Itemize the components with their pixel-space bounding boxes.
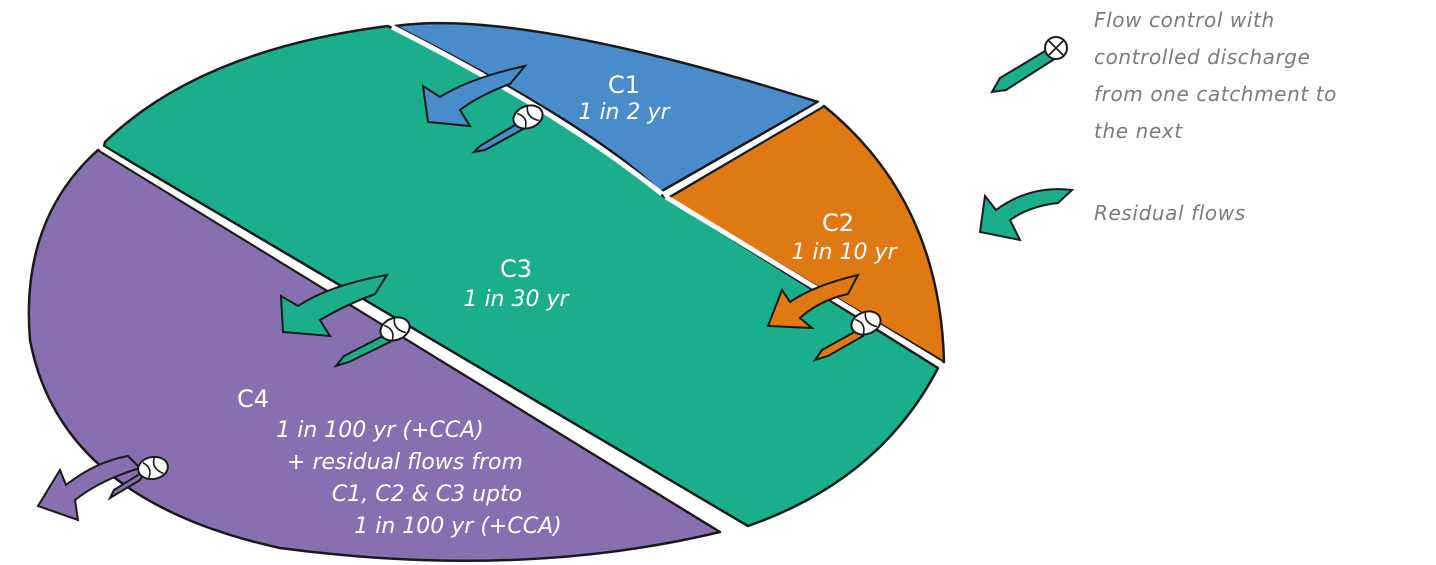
divider-c2-c3: [664, 194, 943, 367]
legend-residual-text: Residual flows: [1094, 195, 1434, 232]
residual-arrow-c1: [421, 64, 528, 128]
catchment-c2-label: C2: [822, 209, 854, 237]
legend-flow-control-line-3: from one catchment to: [1094, 82, 1338, 106]
residual-arrow-c4: [36, 454, 142, 522]
catchment-c3-label: C3: [500, 255, 532, 283]
residual-arrow-c2: [766, 273, 860, 330]
catchment-c2-region: [666, 104, 946, 364]
residual-flow-arrow-icon: [978, 188, 1075, 242]
catchment-c4-label: C4: [237, 385, 269, 413]
catchment-c3-return-period: 1 in 30 yr: [463, 287, 570, 312]
catchment-c4-residual-line-1: + residual flows from: [287, 450, 523, 475]
divider-c3-c4: [99, 145, 726, 533]
divider-c1-c3: [390, 24, 664, 196]
catchment-c4-residual-line-2: C1, C2 & C3 upto: [332, 482, 522, 507]
catchment-c1-region: [393, 21, 820, 194]
catchment-c4-return-period: 1 in 100 yr (+CCA): [276, 418, 483, 443]
legend-flow-control-line-2: controlled discharge: [1094, 45, 1311, 69]
catchment-c1-return-period: 1 in 2 yr: [578, 100, 671, 125]
catchment-c2-return-period: 1 in 10 yr: [791, 240, 898, 265]
catchment-c4-residual-line-3: 1 in 100 yr (+CCA): [354, 514, 561, 539]
divider-c1-c2: [662, 101, 823, 199]
catchment-c4-region: [27, 148, 722, 563]
legend-residual-line-1: Residual flows: [1094, 201, 1246, 225]
catchment-c1-label: C1: [608, 71, 640, 99]
legend-flow-control-text: Flow control with controlled discharge f…: [1094, 2, 1434, 150]
flow-control-icon: [990, 36, 1068, 94]
legend-flow-control-line-1: Flow control with: [1094, 8, 1275, 32]
residual-arrow-c3: [279, 273, 390, 338]
legend-flow-control-line-4: the next: [1094, 119, 1183, 143]
